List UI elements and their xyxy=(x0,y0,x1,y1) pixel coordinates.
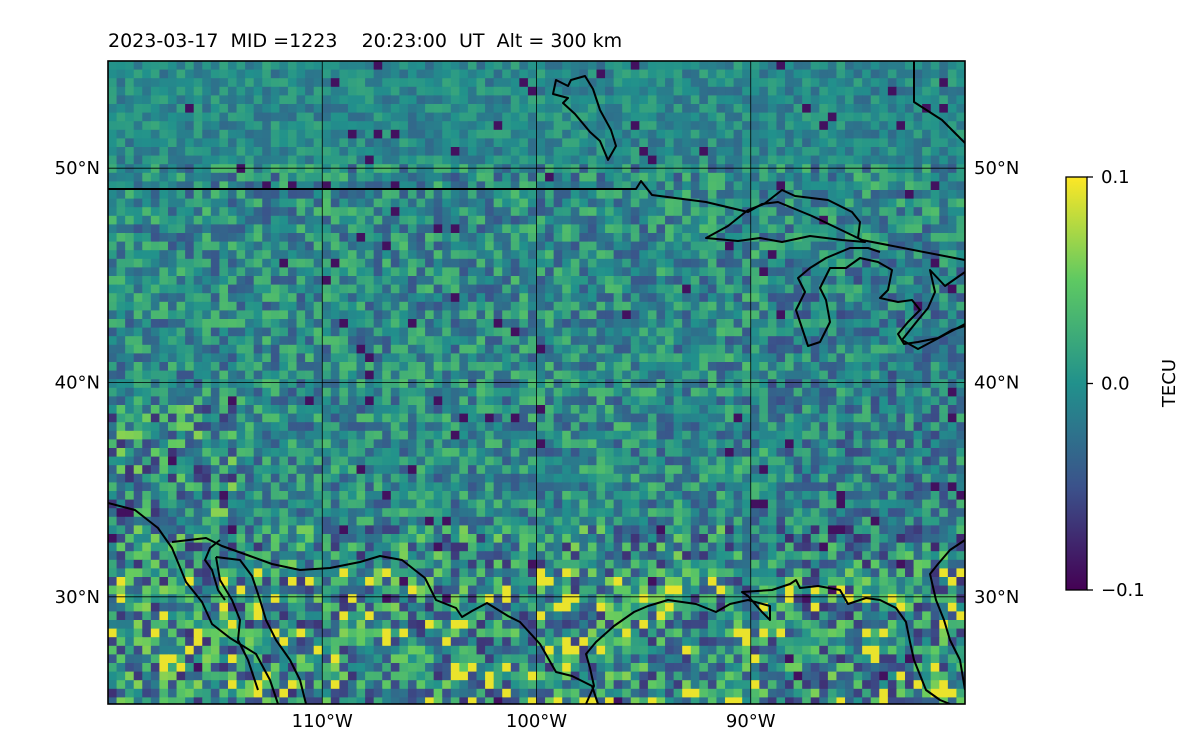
coastlines-and-borders xyxy=(108,61,965,704)
lon-tick-label: 100°W xyxy=(506,711,567,732)
colorbar-tick-label: 0.1 xyxy=(1101,167,1130,188)
lat-tick-label: 50°N xyxy=(55,158,100,179)
florida-coast xyxy=(929,539,965,691)
baja-inner-coast xyxy=(215,556,259,691)
colorbar-tick-label: −0.1 xyxy=(1101,580,1145,601)
map-title: 2023-03-17 MID =1223 20:23:00 UT Alt = 3… xyxy=(108,30,623,52)
us-canada-border xyxy=(108,180,965,261)
colorbar-tick-label: 0.0 xyxy=(1101,374,1130,395)
lake-erie-coast xyxy=(901,269,965,350)
lat-tick-label: 30°N xyxy=(974,587,1019,608)
colorbar-gradient xyxy=(1065,176,1088,591)
lat-tick-label: 30°N xyxy=(55,587,100,608)
lon-tick-label: 90°W xyxy=(726,711,776,732)
gulf-coast-west-segment xyxy=(204,539,226,601)
lat-tick-label: 40°N xyxy=(55,373,100,394)
colorbar: 0.1 0.0 −0.1 TECU xyxy=(1065,167,1180,601)
lake-superior-coast xyxy=(705,189,866,243)
hudson-bay-east-coast xyxy=(913,61,965,144)
map-gridlines xyxy=(108,61,965,704)
west-coast-mexico xyxy=(108,502,279,704)
lon-tick-label: 110°W xyxy=(292,711,353,732)
map-frame xyxy=(107,60,966,705)
texas-gulf-coast xyxy=(585,579,951,704)
hudson-bay-island-coast xyxy=(552,75,617,161)
baja-peninsula-coast xyxy=(215,556,307,704)
colorbar-label: TECU xyxy=(1159,359,1180,408)
colorbar-ticks: 0.1 0.0 −0.1 xyxy=(1087,167,1145,601)
latitude-labels-left: 50°N 40°N 30°N xyxy=(55,158,100,608)
us-mexico-border xyxy=(171,537,599,704)
tec-heatmap xyxy=(108,61,965,704)
lat-tick-label: 50°N xyxy=(974,158,1019,179)
longitude-labels: 110°W 100°W 90°W xyxy=(292,711,776,732)
lake-michigan-huron-coast xyxy=(795,247,965,347)
latitude-labels-right: 50°N 40°N 30°N xyxy=(974,158,1019,608)
lat-tick-label: 40°N xyxy=(974,373,1019,394)
